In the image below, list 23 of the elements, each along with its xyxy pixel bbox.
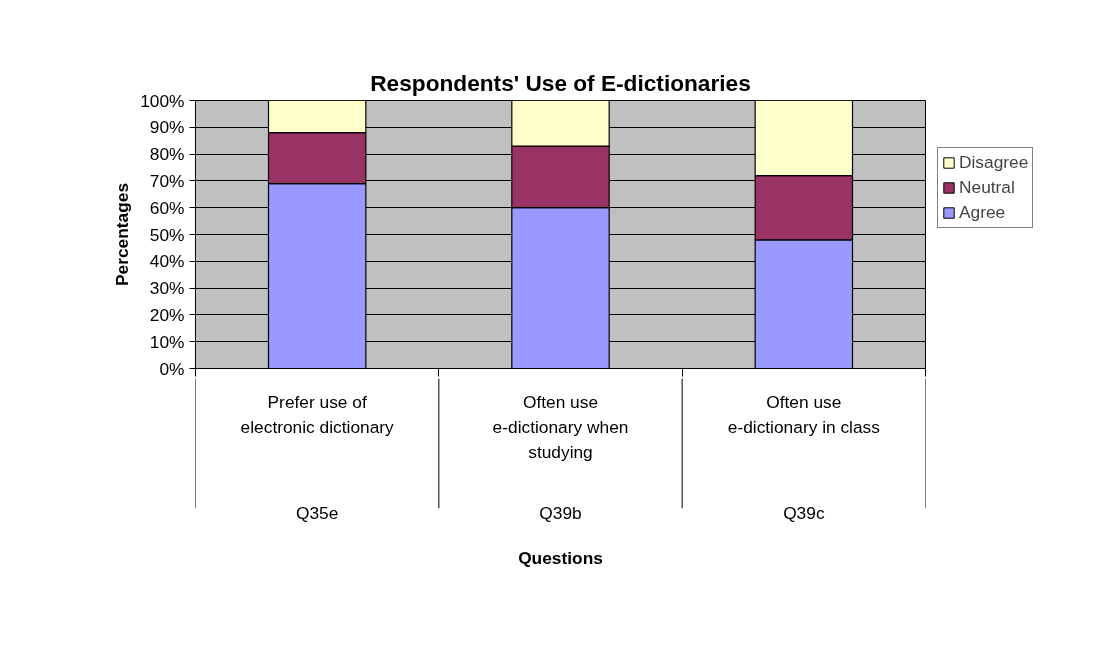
y-tick-label: 10% [149,331,185,352]
text: Q35e [295,502,339,523]
y-tick-label: 0% [159,358,185,379]
y-tick-label: 20% [149,304,185,325]
legend-label: Disagree [959,152,1029,173]
legend-label: Neutral [959,177,1015,198]
text: Q39c [783,502,825,523]
text: Q39b [539,502,582,523]
y-tick-label: 60% [149,197,185,218]
x-axis-title: Questions [518,547,603,568]
chart-title: Respondents' Use of E-dictionaries [370,69,751,96]
y-tick-label: 70% [149,170,185,191]
y-tick-label: 50% [149,224,185,245]
y-tick-label: 90% [149,117,185,138]
y-tick-label: 80% [149,144,185,165]
y-tick-label: 40% [149,251,185,272]
y-tick-label: 30% [149,278,185,299]
x-tick-label: Prefer use of electronic dictionary [240,391,395,437]
legend-label: Agree [959,202,1006,223]
y-tick-label: 100% [140,90,185,111]
y-axis-title: Percentages [112,182,133,287]
x-tick-label: Often use e-dictionary in class [727,391,881,437]
x-tick-label: Often use e-dictionary when studying [492,391,629,462]
